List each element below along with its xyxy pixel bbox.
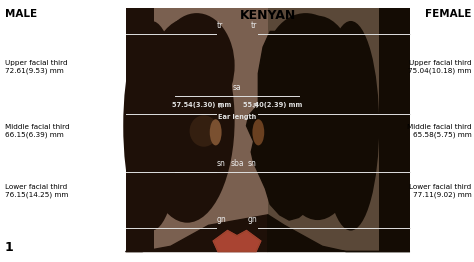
Text: n: n bbox=[252, 101, 257, 110]
Text: 55.40(2.39) mm: 55.40(2.39) mm bbox=[243, 102, 302, 108]
Polygon shape bbox=[213, 231, 261, 252]
Text: Upper facial third
75.04(10.18) mm: Upper facial third 75.04(10.18) mm bbox=[408, 60, 472, 74]
Text: Middle facial third
65.58(5.75) mm: Middle facial third 65.58(5.75) mm bbox=[407, 124, 472, 138]
Polygon shape bbox=[161, 31, 228, 220]
Polygon shape bbox=[126, 215, 268, 252]
Text: gn: gn bbox=[217, 215, 227, 224]
Ellipse shape bbox=[252, 119, 264, 145]
Text: Ear length: Ear length bbox=[218, 114, 256, 119]
Polygon shape bbox=[246, 31, 313, 220]
Text: gn: gn bbox=[247, 215, 257, 224]
Text: Lower facial third
77.11(9.02) mm: Lower facial third 77.11(9.02) mm bbox=[410, 184, 472, 198]
Text: 57.54(3.30) mm: 57.54(3.30) mm bbox=[172, 102, 231, 108]
Text: MALE: MALE bbox=[5, 9, 37, 19]
Text: Upper facial third
72.61(9.53) mm: Upper facial third 72.61(9.53) mm bbox=[5, 60, 67, 74]
Text: sa: sa bbox=[233, 83, 241, 92]
Bar bbox=[268, 8, 410, 252]
Ellipse shape bbox=[322, 21, 379, 231]
Text: sn: sn bbox=[217, 159, 226, 168]
Ellipse shape bbox=[159, 13, 235, 118]
Text: Lower facial third
76.15(14.25) mm: Lower facial third 76.15(14.25) mm bbox=[5, 184, 68, 198]
Bar bbox=[126, 8, 268, 252]
Ellipse shape bbox=[210, 119, 222, 145]
Ellipse shape bbox=[140, 18, 235, 223]
Ellipse shape bbox=[123, 21, 180, 231]
Text: sba: sba bbox=[230, 159, 244, 168]
Text: FEMALE: FEMALE bbox=[425, 9, 472, 19]
Polygon shape bbox=[268, 215, 410, 252]
Text: tr: tr bbox=[217, 21, 223, 30]
Text: 1: 1 bbox=[5, 241, 13, 254]
Polygon shape bbox=[213, 231, 261, 252]
Ellipse shape bbox=[270, 16, 365, 220]
Text: sn: sn bbox=[248, 159, 257, 168]
Ellipse shape bbox=[265, 13, 346, 113]
Text: tr: tr bbox=[251, 21, 257, 30]
Ellipse shape bbox=[190, 115, 218, 147]
Bar bbox=[126, 8, 410, 252]
Text: Middle facial third
66.15(6.39) mm: Middle facial third 66.15(6.39) mm bbox=[5, 124, 69, 138]
Bar bbox=[126, 8, 154, 252]
Bar bbox=[379, 8, 410, 252]
Text: KENYAN: KENYAN bbox=[240, 9, 296, 22]
Text: n: n bbox=[217, 101, 222, 110]
